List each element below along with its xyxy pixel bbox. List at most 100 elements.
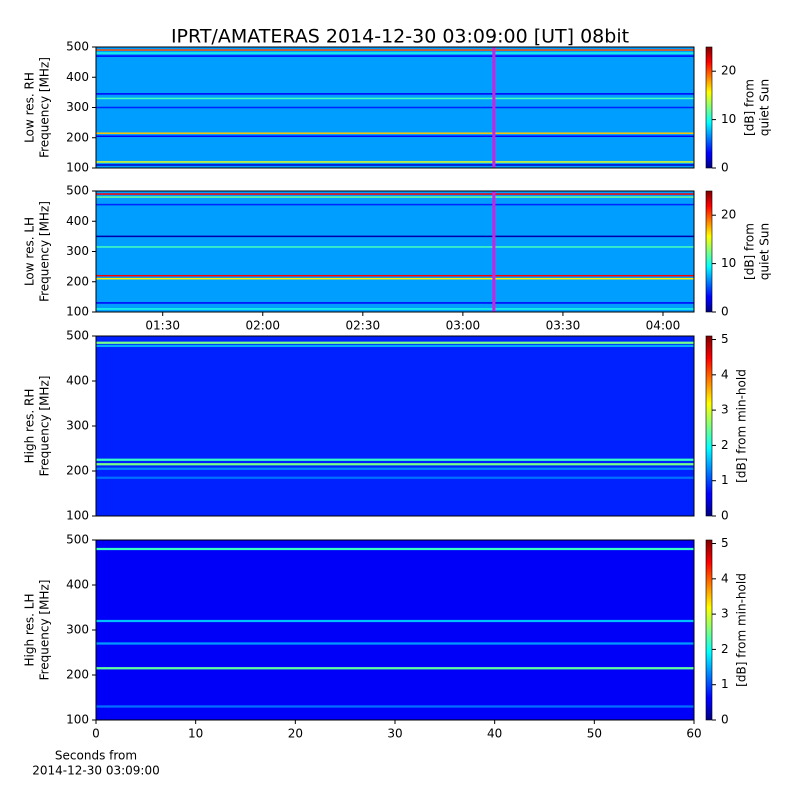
y-tick-label: 500 — [66, 184, 89, 198]
spectrogram-band — [96, 203, 694, 206]
spectrogram-band — [96, 164, 694, 166]
y-axis-label: Frequency [MHz] — [38, 580, 52, 681]
x-tick-label: 01:30 — [145, 319, 180, 333]
colorbar-label: quiet Sun — [758, 79, 772, 136]
colorbar-tick-label: 2 — [721, 438, 729, 452]
spectrogram-band — [96, 132, 694, 134]
spectrogram-band — [96, 97, 694, 100]
y-tick-label: 200 — [66, 464, 89, 478]
y-axis-label: Low res. RH — [23, 72, 37, 143]
y-tick-label: 100 — [66, 305, 89, 319]
y-tick-label: 200 — [66, 130, 89, 144]
colorbar-tick-label: 2 — [721, 642, 729, 656]
x-tick-label: 02:30 — [346, 319, 381, 333]
y-tick-label: 400 — [66, 578, 89, 592]
colorbar-tick-label: 0 — [721, 161, 729, 175]
x-axis-label: 2014-12-30 03:09:00 — [32, 764, 159, 778]
spectrogram-band — [96, 463, 694, 466]
x-tick-label: 50 — [587, 727, 602, 741]
spectrogram-band — [96, 49, 694, 51]
spectrogram-floor — [96, 336, 694, 516]
spectrogram-band — [96, 619, 694, 623]
y-axis-label: Frequency [MHz] — [38, 376, 52, 477]
x-axis-label: Seconds from — [55, 749, 137, 763]
spectrogram-band — [96, 55, 694, 57]
y-tick-label: 500 — [66, 533, 89, 547]
y-tick-label: 300 — [66, 100, 89, 114]
x-tick-label: 10 — [188, 727, 203, 741]
spectrogram-band — [96, 667, 694, 670]
spectrogram-floor — [96, 191, 694, 312]
colorbar — [705, 46, 713, 169]
colorbar-tick-label: 0 — [721, 305, 729, 319]
x-tick-label: 03:00 — [446, 319, 481, 333]
y-tick-label: 300 — [66, 419, 89, 433]
spectrogram-floor — [96, 540, 694, 720]
colorbar — [705, 539, 713, 721]
colorbar-tick-label: 20 — [721, 208, 736, 222]
spectrogram-band — [96, 193, 694, 195]
spectrogram-band — [96, 246, 694, 248]
spectrogram-band — [96, 274, 694, 277]
colorbar-label: [dB] from min-hold — [735, 369, 749, 483]
colorbar-tick-label: 3 — [721, 403, 729, 417]
x-tick-label: 20 — [288, 727, 303, 741]
y-tick-label: 200 — [66, 274, 89, 288]
title: IPRT/AMATERAS 2014-12-30 03:09:00 [UT] 0… — [171, 26, 629, 48]
x-tick-label: 04:00 — [646, 319, 681, 333]
colorbar-tick-label: 10 — [721, 256, 736, 270]
x-tick-label: 0 — [92, 727, 100, 741]
spectrogram-band — [96, 547, 694, 551]
spectrogram-band — [96, 277, 694, 280]
x-tick-label: 02:00 — [245, 319, 280, 333]
colorbar-tick-label: 1 — [721, 677, 729, 691]
colorbar — [705, 190, 713, 313]
spectrogram-band — [96, 341, 694, 344]
colorbar — [705, 335, 713, 517]
spectrogram-band — [96, 161, 694, 163]
colorbar-tick-label: 4 — [721, 571, 729, 585]
y-axis-label: Frequency [MHz] — [38, 201, 52, 302]
spectrogram-band — [96, 52, 694, 54]
y-tick-label: 400 — [66, 214, 89, 228]
y-tick-label: 100 — [66, 161, 89, 175]
y-axis-label: Frequency [MHz] — [38, 57, 52, 158]
spectrogram-band — [96, 235, 694, 238]
colorbar-label: [dB] from min-hold — [735, 573, 749, 687]
spectrogram-band — [96, 476, 694, 479]
spectrogram-band — [96, 705, 694, 708]
y-tick-label: 300 — [66, 244, 89, 258]
colorbar-tick-label: 3 — [721, 607, 729, 621]
spectrogram-band — [96, 344, 694, 348]
y-tick-label: 400 — [66, 374, 89, 388]
y-tick-label: 100 — [66, 509, 89, 523]
y-tick-label: 500 — [66, 40, 89, 54]
colorbar-tick-label: 0 — [721, 509, 729, 523]
y-tick-label: 300 — [66, 623, 89, 637]
x-tick-label: 30 — [387, 727, 402, 741]
spectrogram-band — [96, 467, 694, 470]
colorbar-tick-label: 5 — [721, 332, 729, 346]
y-axis-label: High res. RH — [23, 389, 37, 464]
colorbar-tick-label: 20 — [721, 64, 736, 78]
y-tick-label: 500 — [66, 329, 89, 343]
colorbar-tick-label: 4 — [721, 367, 729, 381]
x-tick-label: 40 — [487, 727, 502, 741]
colorbar-label: [dB] from — [743, 223, 757, 280]
spectrogram-band — [96, 106, 694, 109]
colorbar-label: [dB] from — [743, 79, 757, 136]
y-tick-label: 100 — [66, 713, 89, 727]
y-axis-label: High res. LH — [23, 593, 37, 666]
colorbar-tick-label: 1 — [721, 473, 729, 487]
colorbar-label: quiet Sun — [758, 223, 772, 280]
y-axis-label: Low res. LH — [23, 217, 37, 286]
y-tick-label: 400 — [66, 70, 89, 84]
spectrogram-band — [96, 458, 694, 461]
spectrogram-band — [96, 196, 694, 198]
colorbar-tick-label: 10 — [721, 112, 736, 126]
x-tick-label: 03:30 — [546, 319, 581, 333]
spectrogram-band — [96, 93, 694, 95]
y-tick-label: 200 — [66, 668, 89, 682]
spectrogram-band — [96, 135, 694, 137]
